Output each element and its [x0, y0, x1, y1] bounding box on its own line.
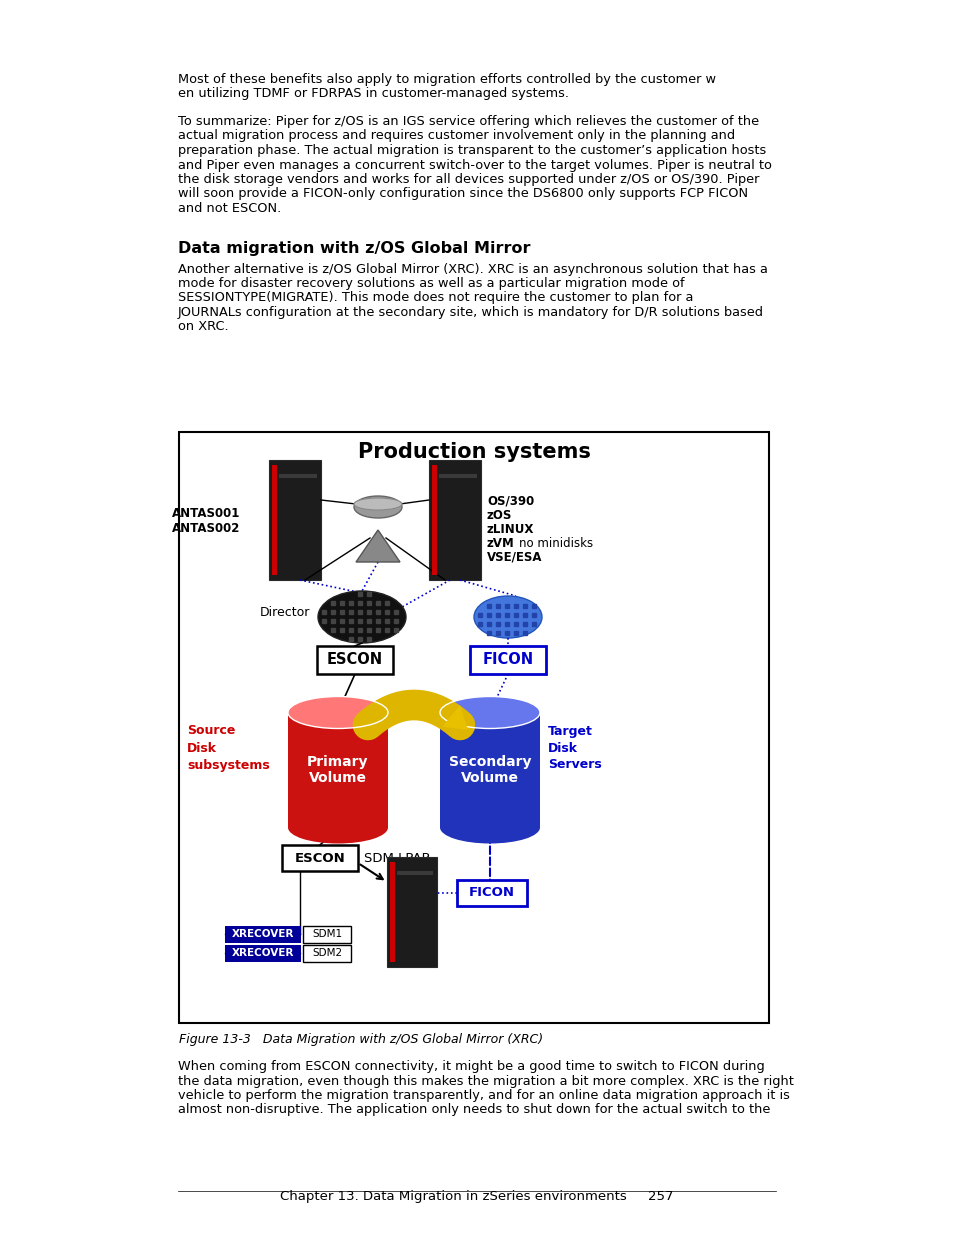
- Ellipse shape: [354, 496, 401, 517]
- Text: XRECOVER: XRECOVER: [232, 929, 294, 939]
- Text: VSE/ESA: VSE/ESA: [486, 551, 542, 564]
- Text: and not ESCON.: and not ESCON.: [178, 203, 281, 215]
- Text: en utilizing TDMF or FDRPAS in customer-managed systems.: en utilizing TDMF or FDRPAS in customer-…: [178, 88, 568, 100]
- FancyBboxPatch shape: [282, 845, 357, 871]
- FancyBboxPatch shape: [438, 474, 476, 478]
- FancyBboxPatch shape: [390, 862, 395, 962]
- Ellipse shape: [439, 811, 539, 844]
- FancyBboxPatch shape: [432, 466, 436, 576]
- FancyBboxPatch shape: [470, 646, 545, 674]
- Text: Chapter 13. Data Migration in zSeries environments     257: Chapter 13. Data Migration in zSeries en…: [280, 1191, 673, 1203]
- Ellipse shape: [439, 697, 539, 729]
- Text: FICON: FICON: [482, 652, 533, 667]
- Text: Production systems: Production systems: [357, 442, 590, 462]
- FancyBboxPatch shape: [225, 945, 301, 962]
- FancyBboxPatch shape: [439, 713, 539, 827]
- FancyBboxPatch shape: [278, 474, 316, 478]
- Text: SESSIONTYPE(MIGRATE). This mode does not require the customer to plan for a: SESSIONTYPE(MIGRATE). This mode does not…: [178, 291, 693, 305]
- Text: zLINUX: zLINUX: [486, 522, 534, 536]
- Text: To summarize: Piper for z/OS is an IGS service offering which relieves the custo: To summarize: Piper for z/OS is an IGS s…: [178, 115, 759, 128]
- FancyBboxPatch shape: [272, 466, 276, 576]
- FancyBboxPatch shape: [396, 871, 433, 876]
- Text: vehicle to perform the migration transparently, and for an online data migration: vehicle to perform the migration transpa…: [178, 1089, 789, 1102]
- Text: When coming from ESCON connectivity, it might be a good time to switch to FICON : When coming from ESCON connectivity, it …: [178, 1060, 764, 1073]
- FancyBboxPatch shape: [456, 881, 526, 906]
- Text: the disk storage vendors and works for all devices supported under z/OS or OS/39: the disk storage vendors and works for a…: [178, 173, 759, 186]
- Text: Data migration with z/OS Global Mirror: Data migration with z/OS Global Mirror: [178, 241, 530, 256]
- Text: Figure 13-3   Data Migration with z/OS Global Mirror (XRC): Figure 13-3 Data Migration with z/OS Glo…: [179, 1032, 542, 1046]
- Text: and Piper even manages a concurrent switch-over to the target volumes. Piper is : and Piper even manages a concurrent swit…: [178, 158, 771, 172]
- Polygon shape: [355, 530, 399, 562]
- Text: preparation phase. The actual migration is transparent to the customer’s applica: preparation phase. The actual migration …: [178, 144, 765, 157]
- Polygon shape: [441, 705, 468, 730]
- Text: on XRC.: on XRC.: [178, 321, 229, 333]
- FancyBboxPatch shape: [179, 432, 768, 1023]
- Text: ESCON: ESCON: [327, 652, 383, 667]
- Text: mode for disaster recovery solutions as well as a particular migration mode of: mode for disaster recovery solutions as …: [178, 277, 684, 290]
- Ellipse shape: [317, 592, 406, 643]
- Text: Primary
Volume: Primary Volume: [307, 755, 369, 785]
- Text: zOS: zOS: [486, 509, 512, 522]
- FancyBboxPatch shape: [429, 459, 480, 580]
- Text: Another alternative is z/OS Global Mirror (XRC). XRC is an asynchronous solution: Another alternative is z/OS Global Mirro…: [178, 263, 767, 275]
- Ellipse shape: [288, 811, 388, 844]
- FancyBboxPatch shape: [316, 646, 393, 674]
- FancyBboxPatch shape: [303, 925, 351, 942]
- Text: no minidisks: no minidisks: [518, 537, 593, 550]
- FancyBboxPatch shape: [387, 857, 436, 967]
- Text: ESCON: ESCON: [294, 851, 345, 864]
- FancyBboxPatch shape: [225, 925, 301, 942]
- Text: Most of these benefits also apply to migration efforts controlled by the custome: Most of these benefits also apply to mig…: [178, 73, 716, 86]
- Text: SDM1: SDM1: [312, 929, 342, 939]
- FancyBboxPatch shape: [288, 713, 388, 827]
- Text: Source
Disk
subsystems: Source Disk subsystems: [187, 725, 270, 772]
- Text: SDM2: SDM2: [312, 948, 342, 958]
- Ellipse shape: [354, 498, 401, 510]
- Text: will soon provide a FICON-only configuration since the DS6800 only supports FCP : will soon provide a FICON-only configura…: [178, 188, 747, 200]
- Text: XRECOVER: XRECOVER: [232, 948, 294, 958]
- Text: Director: Director: [259, 606, 310, 620]
- Text: FICON: FICON: [469, 887, 515, 899]
- Text: almost non-disruptive. The application only needs to shut down for the actual sw: almost non-disruptive. The application o…: [178, 1104, 770, 1116]
- Text: ANTAS001
ANTAS002: ANTAS001 ANTAS002: [172, 508, 240, 535]
- Text: OS/390: OS/390: [486, 495, 534, 508]
- Text: zVM: zVM: [486, 537, 515, 550]
- FancyBboxPatch shape: [269, 459, 320, 580]
- Ellipse shape: [474, 597, 541, 638]
- Text: Target
Disk
Servers: Target Disk Servers: [547, 725, 601, 772]
- Text: the data migration, even though this makes the migration a bit more complex. XRC: the data migration, even though this mak…: [178, 1074, 793, 1088]
- Text: JOURNALs configuration at the secondary site, which is mandatory for D/R solutio: JOURNALs configuration at the secondary …: [178, 306, 763, 319]
- Text: Secondary
Volume: Secondary Volume: [448, 755, 531, 785]
- Text: actual migration process and requires customer involvement only in the planning : actual migration process and requires cu…: [178, 130, 735, 142]
- FancyBboxPatch shape: [303, 945, 351, 962]
- Text: SDM LPAR: SDM LPAR: [364, 851, 431, 864]
- Ellipse shape: [288, 697, 388, 729]
